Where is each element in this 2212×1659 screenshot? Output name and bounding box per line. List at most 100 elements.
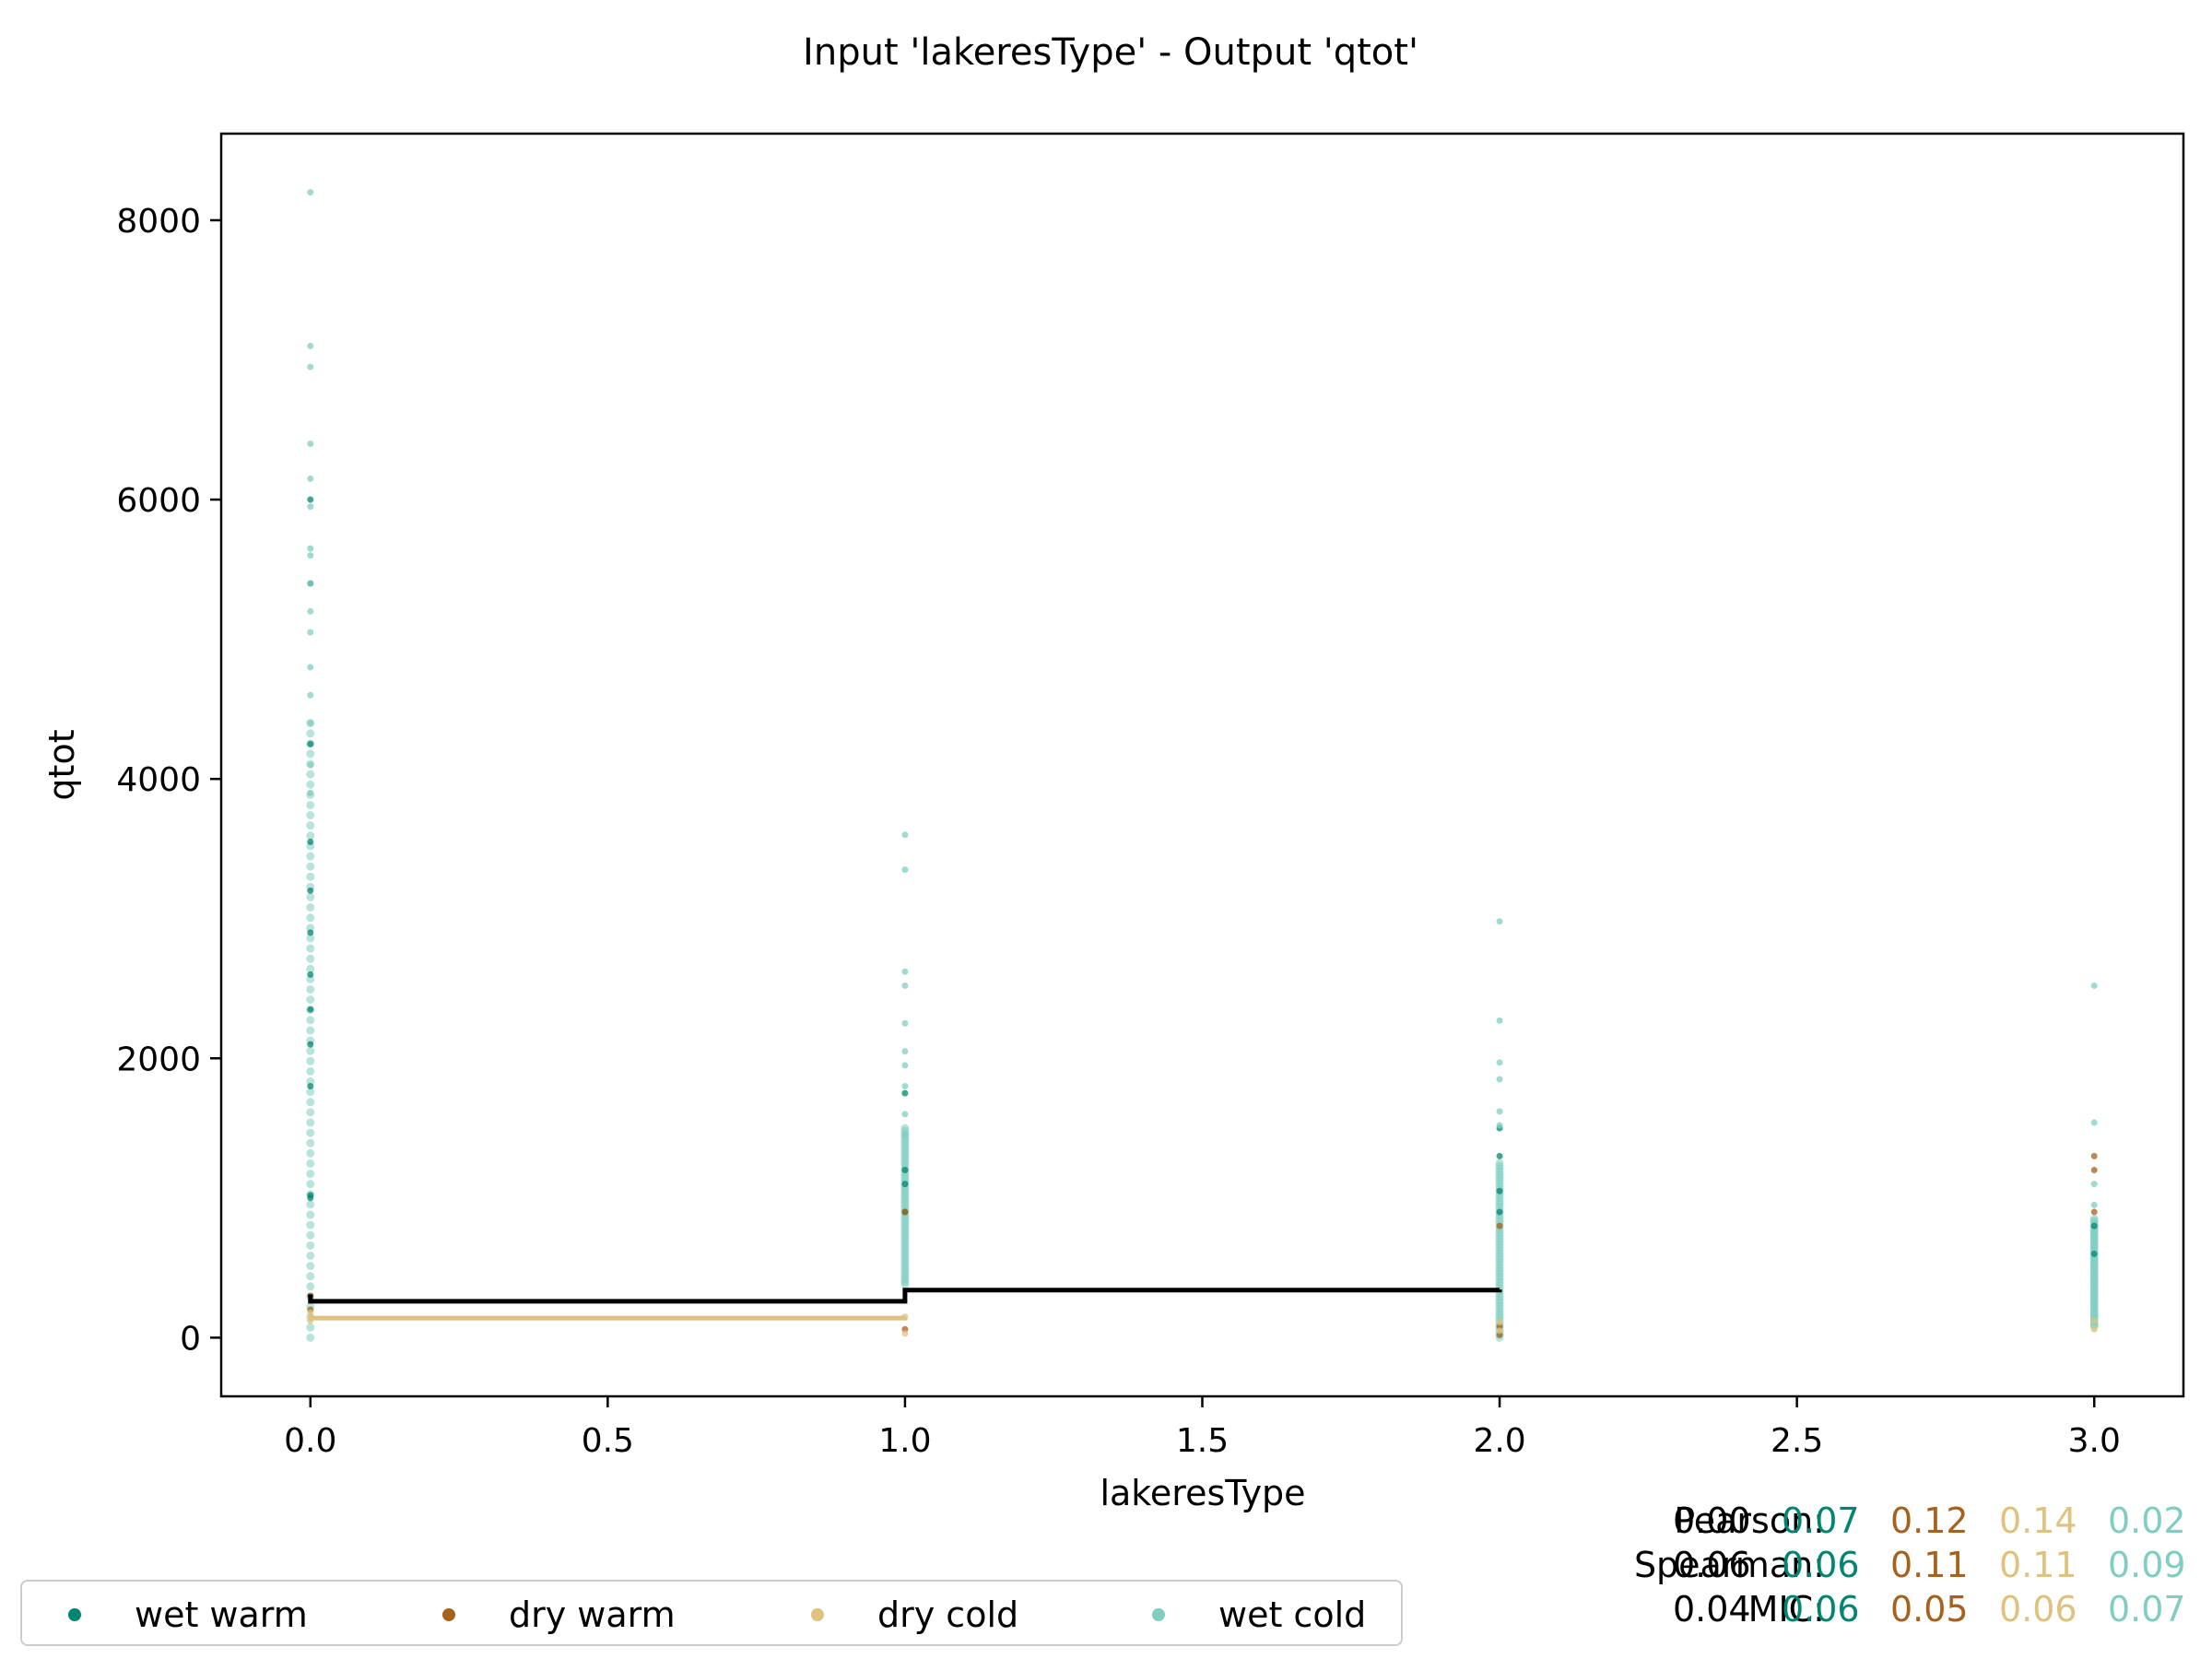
chart-title: Input 'lakeresType' - Output 'qtot' [803, 31, 1418, 74]
point [901, 1048, 909, 1055]
point [306, 1066, 315, 1076]
point [901, 1181, 909, 1188]
stats-value: 0.06 [1999, 1589, 2077, 1630]
point [2090, 1222, 2098, 1230]
point [306, 831, 315, 841]
point [306, 1128, 315, 1137]
point [2089, 1215, 2099, 1224]
point [1496, 1222, 1503, 1230]
point [307, 1041, 314, 1048]
stats-value: 0.06 [1782, 1545, 1860, 1585]
point [1496, 1208, 1503, 1216]
legend-item-wet-cold: wet cold [1152, 1593, 1366, 1637]
point [306, 1262, 315, 1271]
legend: wet warm dry warm dry cold wet cold [20, 1580, 1403, 1646]
stats-value: 0.11 [1890, 1545, 1969, 1585]
point [901, 1208, 909, 1216]
point [307, 1006, 314, 1013]
point [306, 892, 315, 901]
legend-label: dry cold [877, 1594, 1019, 1635]
point [306, 1180, 315, 1189]
point [900, 1124, 910, 1133]
step-line [308, 1288, 1502, 1304]
point [306, 1118, 315, 1127]
point [306, 995, 315, 1005]
point [306, 811, 315, 820]
legend-marker [68, 1608, 81, 1621]
stats-value: 0.04 [1673, 1589, 1751, 1630]
point [306, 862, 315, 871]
point [306, 954, 315, 963]
legend-marker [1152, 1608, 1165, 1621]
point [307, 475, 314, 482]
point [306, 1026, 315, 1035]
point [307, 496, 314, 503]
x-axis-label: lakeresType [1100, 1473, 1305, 1513]
point [901, 982, 909, 989]
point [1495, 1159, 1504, 1168]
point [307, 545, 314, 552]
stats-label: Pearson: [1674, 1500, 1825, 1541]
step-line [308, 1313, 908, 1321]
point [307, 1083, 314, 1090]
point [2090, 1317, 2098, 1324]
stats-row-mic: MIC: 0.04 0.06 0.05 0.06 0.07 [1401, 1587, 2194, 1631]
point [307, 503, 314, 511]
point [2090, 1152, 2098, 1159]
point [2090, 1166, 2098, 1173]
point [901, 968, 909, 975]
x-tick-label: 3.0 [2068, 1422, 2121, 1460]
point [2090, 1201, 2098, 1208]
point [2090, 982, 2098, 989]
point [306, 944, 315, 953]
legend-item-wet-warm: wet warm [68, 1593, 308, 1637]
point [901, 1132, 909, 1139]
point [306, 821, 315, 830]
point [306, 1016, 315, 1025]
point [901, 1111, 909, 1118]
point [307, 789, 314, 796]
point [306, 1138, 315, 1147]
point [306, 1077, 315, 1087]
point [2090, 1250, 2098, 1257]
stats-value: 0.06 [1673, 1545, 1751, 1585]
legend-marker [442, 1608, 455, 1621]
statistics-table: Pearson: 0.00 0.07 0.12 0.14 0.02 Spearm… [1401, 1499, 2194, 1631]
point [306, 964, 315, 973]
legend-item-dry-warm: dry warm [442, 1593, 676, 1637]
x-tick-label: 2.5 [1771, 1422, 1823, 1460]
point [1496, 1327, 1503, 1335]
point [306, 1230, 315, 1240]
point [307, 740, 314, 747]
point [306, 1323, 315, 1332]
point [306, 749, 315, 759]
legend-label: dry warm [509, 1594, 676, 1635]
y-axis-label: qtot [41, 729, 82, 800]
point [1496, 1108, 1503, 1115]
point [306, 1272, 315, 1281]
stats-row-pearson: Pearson: 0.00 0.07 0.12 0.14 0.02 [1401, 1499, 2194, 1543]
point [1496, 1187, 1503, 1194]
point [306, 1210, 315, 1219]
stats-label: Spearman: [1633, 1545, 1825, 1585]
point [2090, 1119, 2098, 1126]
point [306, 1046, 315, 1055]
stats-value: 0.14 [1999, 1500, 2077, 1541]
point [306, 780, 315, 789]
point [306, 1148, 315, 1158]
point [901, 1019, 909, 1027]
point [901, 866, 909, 874]
point [307, 664, 314, 671]
stats-value: 0.12 [1890, 1500, 1969, 1541]
y-tick-label: 2000 [116, 1041, 201, 1078]
point [306, 1088, 315, 1097]
point [306, 729, 315, 738]
point [1496, 1017, 1503, 1024]
legend-label: wet cold [1218, 1594, 1367, 1635]
stats-value: 0.11 [1999, 1545, 2077, 1585]
point [1496, 1152, 1503, 1159]
point [901, 1062, 909, 1069]
point [307, 607, 314, 615]
legend-item-dry-cold: dry cold [811, 1593, 1018, 1637]
